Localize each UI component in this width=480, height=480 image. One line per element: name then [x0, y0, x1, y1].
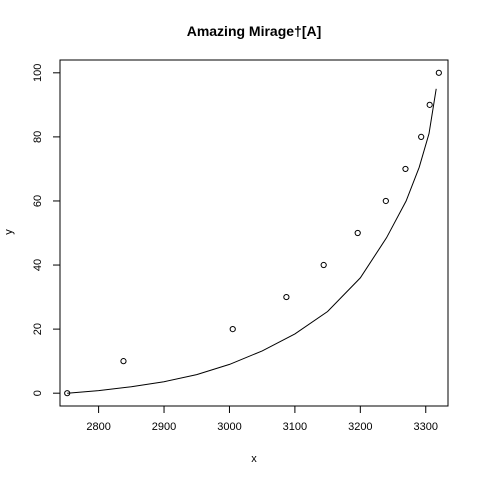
data-point — [418, 133, 425, 140]
chart-title: Amazing Mirage†[A] — [187, 23, 322, 39]
data-point — [426, 101, 433, 108]
x-axis-label: x — [251, 453, 257, 465]
y-tick-label: 100 — [32, 64, 44, 82]
data-point — [354, 229, 361, 237]
data-point — [120, 358, 127, 365]
data-point — [320, 261, 327, 269]
y-axis: 0 20 40 60 80 100 — [32, 64, 60, 396]
x-tick-label: 2800 — [86, 421, 110, 433]
x-tick-label: 3100 — [283, 421, 307, 433]
y-tick-label: 60 — [32, 195, 44, 207]
data-point — [283, 293, 290, 301]
y-tick-label: 20 — [32, 323, 44, 335]
x-tick-label: 3200 — [348, 421, 372, 433]
plot-frame — [59, 59, 449, 407]
data-point — [435, 69, 442, 76]
y-tick-label: 0 — [32, 390, 44, 396]
data-point — [229, 326, 236, 333]
y-tick-label: 80 — [32, 131, 44, 143]
data-point — [64, 390, 71, 397]
y-axis-label: y — [3, 229, 15, 235]
x-axis: 2800 2900 3000 3100 3200 3300 — [86, 406, 438, 433]
data-points — [64, 69, 442, 397]
x-tick-label: 2900 — [152, 421, 176, 433]
data-point — [382, 197, 389, 205]
x-tick-label: 3000 — [217, 421, 241, 433]
data-point — [402, 165, 409, 173]
x-tick-label: 3300 — [414, 421, 438, 433]
fitted-curve — [67, 88, 437, 394]
y-tick-label: 40 — [32, 259, 44, 271]
